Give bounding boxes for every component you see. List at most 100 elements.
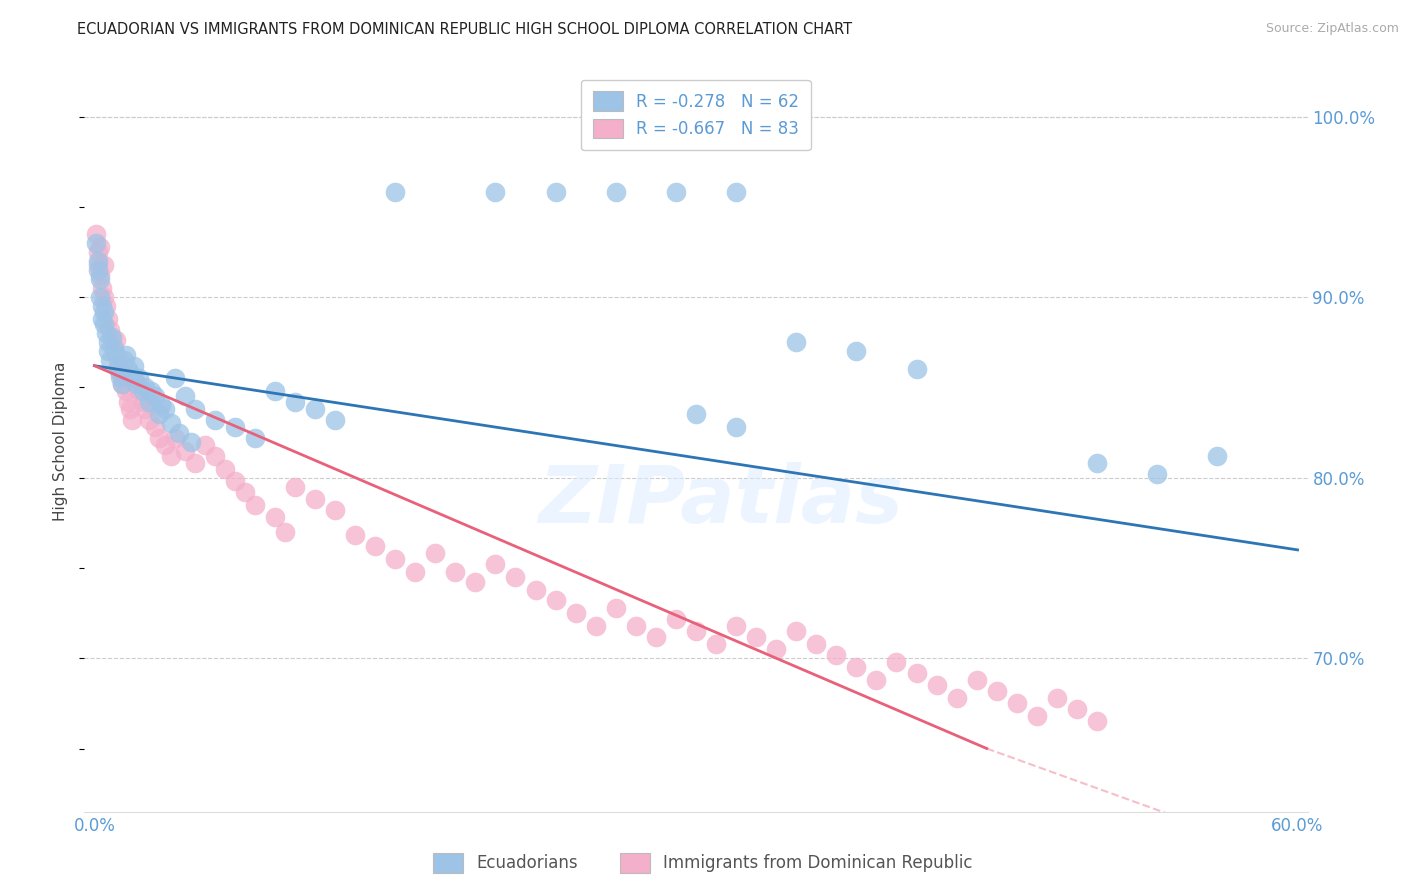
- Point: [138, 413, 160, 427]
- Point: [86, 227, 108, 241]
- Point: [204, 449, 226, 463]
- Point: [384, 552, 406, 566]
- Point: [103, 344, 125, 359]
- Point: [284, 394, 307, 409]
- Point: [484, 186, 506, 200]
- Point: [148, 408, 170, 422]
- Point: [344, 528, 367, 542]
- Point: [96, 326, 118, 341]
- Point: [1046, 690, 1069, 705]
- Point: [87, 244, 110, 259]
- Point: [905, 665, 928, 680]
- Point: [1005, 697, 1028, 711]
- Point: [163, 371, 186, 385]
- Point: [87, 263, 110, 277]
- Point: [105, 348, 128, 362]
- Point: [183, 402, 205, 417]
- Point: [107, 362, 129, 376]
- Point: [544, 593, 567, 607]
- Point: [163, 431, 186, 445]
- Point: [505, 570, 527, 584]
- Legend: R = -0.278   N = 62, R = -0.667   N = 83: R = -0.278 N = 62, R = -0.667 N = 83: [581, 79, 811, 150]
- Point: [224, 420, 246, 434]
- Point: [167, 425, 190, 440]
- Point: [665, 611, 688, 625]
- Point: [180, 434, 202, 449]
- Point: [464, 575, 486, 590]
- Point: [91, 299, 114, 313]
- Text: ZIPatlas: ZIPatlas: [538, 462, 903, 540]
- Point: [111, 376, 134, 391]
- Point: [1206, 449, 1229, 463]
- Point: [1085, 714, 1108, 729]
- Point: [644, 630, 666, 644]
- Point: [148, 431, 170, 445]
- Point: [263, 510, 285, 524]
- Point: [125, 376, 148, 391]
- Point: [524, 582, 547, 597]
- Point: [115, 384, 138, 398]
- Point: [121, 369, 143, 384]
- Point: [97, 344, 120, 359]
- Point: [143, 389, 166, 403]
- Point: [131, 384, 153, 398]
- Point: [544, 186, 567, 200]
- Point: [1025, 709, 1047, 723]
- Text: Source: ZipAtlas.com: Source: ZipAtlas.com: [1265, 22, 1399, 36]
- Point: [93, 258, 115, 272]
- Point: [785, 624, 807, 639]
- Point: [114, 353, 136, 368]
- Point: [925, 678, 948, 692]
- Point: [89, 290, 111, 304]
- Point: [138, 394, 160, 409]
- Legend: Ecuadorians, Immigrants from Dominican Republic: Ecuadorians, Immigrants from Dominican R…: [426, 847, 980, 880]
- Point: [765, 642, 787, 657]
- Point: [304, 492, 326, 507]
- Point: [87, 254, 110, 268]
- Point: [91, 311, 114, 326]
- Point: [1066, 702, 1088, 716]
- Point: [704, 637, 727, 651]
- Point: [274, 524, 297, 539]
- Point: [585, 618, 607, 632]
- Point: [945, 690, 967, 705]
- Point: [121, 413, 143, 427]
- Point: [484, 558, 506, 572]
- Point: [233, 485, 256, 500]
- Point: [86, 235, 108, 250]
- Point: [93, 304, 115, 318]
- Point: [364, 539, 387, 553]
- Point: [204, 413, 226, 427]
- Point: [128, 384, 150, 398]
- Point: [114, 359, 136, 373]
- Point: [111, 376, 134, 391]
- Point: [97, 335, 120, 350]
- Point: [284, 480, 307, 494]
- Point: [605, 600, 627, 615]
- Point: [159, 417, 181, 431]
- Point: [101, 330, 124, 344]
- Point: [725, 618, 748, 632]
- Point: [149, 399, 172, 413]
- Y-axis label: High School Diploma: High School Diploma: [53, 362, 69, 521]
- Point: [159, 449, 181, 463]
- Text: ECUADORIAN VS IMMIGRANTS FROM DOMINICAN REPUBLIC HIGH SCHOOL DIPLOMA CORRELATION: ECUADORIAN VS IMMIGRANTS FROM DOMINICAN …: [77, 22, 852, 37]
- Point: [97, 311, 120, 326]
- Point: [905, 362, 928, 376]
- Point: [665, 186, 688, 200]
- Point: [323, 413, 346, 427]
- Point: [183, 456, 205, 470]
- Point: [1085, 456, 1108, 470]
- Point: [564, 606, 586, 620]
- Point: [825, 648, 848, 662]
- Point: [966, 673, 988, 687]
- Point: [173, 443, 195, 458]
- Point: [131, 394, 153, 409]
- Point: [304, 402, 326, 417]
- Point: [785, 335, 807, 350]
- Point: [134, 380, 156, 394]
- Point: [87, 258, 110, 272]
- Point: [865, 673, 887, 687]
- Point: [153, 438, 176, 452]
- Point: [100, 353, 122, 368]
